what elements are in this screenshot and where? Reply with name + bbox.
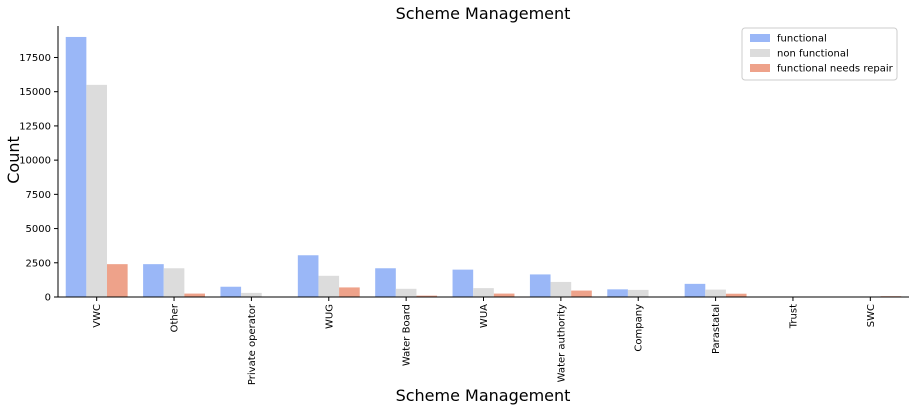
x-tick-label: Parastatal <box>711 304 722 354</box>
x-tick-label: Other <box>170 303 181 332</box>
bar-non-functional-other <box>164 268 185 297</box>
bar-functional-needs-repair-vwc <box>107 264 128 297</box>
bar-non-functional-water-authority <box>551 282 572 297</box>
y-tick-label: 7500 <box>26 190 51 201</box>
x-tick-label: Private operator <box>247 303 258 385</box>
y-tick-label: 5000 <box>26 224 51 235</box>
legend: functional non functional functional needs… <box>742 28 897 80</box>
x-tick-label: WUG <box>324 304 335 329</box>
bar-non-functional-water-board <box>396 289 417 297</box>
y-tick-label: 12500 <box>19 121 51 132</box>
legend-label-functional-needs-repair: functional needs repair <box>777 64 894 75</box>
y-tick-label: 0 <box>45 293 51 304</box>
y-tick-label: 17500 <box>19 53 51 64</box>
legend-swatch-functional <box>750 34 770 42</box>
bar-functional-needs-repair-other <box>184 294 205 297</box>
x-tick-label: Trust <box>788 304 799 329</box>
bar-functional-company <box>607 289 628 297</box>
x-tick-label: Water Board <box>402 304 413 366</box>
bar-non-functional-private-operator <box>241 293 262 297</box>
x-tick-label: WUA <box>479 304 490 328</box>
bar-non-functional-vwc <box>86 85 107 297</box>
y-tick-label: 2500 <box>26 258 51 269</box>
bar-functional-water-authority <box>530 274 551 297</box>
bar-functional-wua <box>453 270 474 297</box>
y-tick-label: 15000 <box>19 87 51 98</box>
chart-title: Scheme Management <box>396 4 571 23</box>
legend-swatch-non-functional <box>750 49 770 57</box>
bar-functional-vwc <box>66 37 87 297</box>
x-tick-label: SWC <box>866 304 877 327</box>
y-tick-label: 10000 <box>19 156 51 167</box>
bar-non-functional-parastatal <box>705 290 726 297</box>
bar-non-functional-wug <box>318 276 339 297</box>
bar-functional-other <box>143 264 164 297</box>
y-axis: 0 2500 5000 7500 10000 12500 15000 17500 <box>19 26 58 304</box>
bar-functional-needs-repair-wua <box>494 294 515 297</box>
x-tick-label: VWC <box>92 304 103 328</box>
x-tick-label: Water authority <box>556 304 567 382</box>
legend-label-non-functional: non functional <box>777 49 849 60</box>
bar-non-functional-company <box>628 290 649 297</box>
x-tick-label: Company <box>634 304 645 352</box>
bar-functional-needs-repair-wug <box>339 287 360 297</box>
bar-functional-water-board <box>375 268 396 297</box>
y-axis-title: Count <box>4 136 23 184</box>
legend-label-functional: functional <box>777 34 827 45</box>
bar-functional-needs-repair-water-authority <box>571 291 592 297</box>
bar-functional-parastatal <box>685 284 706 297</box>
legend-swatch-functional-needs-repair <box>750 64 770 72</box>
bar-functional-wug <box>298 255 319 297</box>
bar-non-functional-wua <box>473 288 494 297</box>
bar-functional-private-operator <box>220 287 241 297</box>
x-axis: VWC Other Private operator WUG Water Board WU… <box>58 297 909 385</box>
x-axis-title: Scheme Management <box>396 386 571 405</box>
